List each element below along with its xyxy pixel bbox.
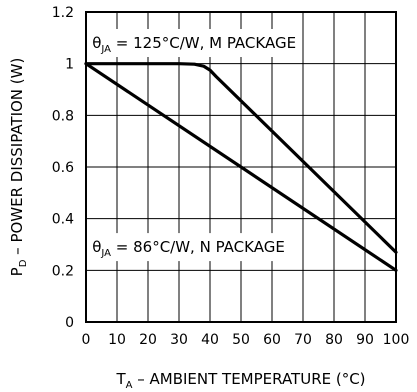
y-axis-label: PD – POWER DISSIPATION (W) (8, 58, 29, 277)
x-tick-label: 90 (356, 332, 374, 348)
annotation-n-text: θJA = 86°C/W, N PACKAGE (92, 238, 285, 259)
y-tick-label: 0 (65, 315, 74, 331)
x-tick-label: 70 (294, 332, 312, 348)
x-axis-label: TA – AMBIENT TEMPERATURE (°C) (115, 370, 365, 391)
series-layer (84, 62, 398, 272)
x-tick-label: 60 (263, 332, 281, 348)
annotation-n-background (87, 233, 290, 262)
x-tick-label: 0 (82, 332, 91, 348)
x-tick-label: 100 (383, 332, 410, 348)
x-tick-label: 80 (325, 332, 343, 348)
y-tick-label: 1 (65, 57, 74, 73)
annotation-n-package: θJA = 86°C/W, N PACKAGE (87, 233, 290, 262)
x-tick-label: 10 (108, 332, 126, 348)
annotation-m-text: θJA = 125°C/W, M PACKAGE (92, 34, 296, 55)
y-tick-label: 1.2 (52, 5, 74, 21)
plot-frame (85, 11, 397, 323)
annotation-m-background (87, 29, 302, 57)
annotation-m-package: θJA = 125°C/W, M PACKAGE (87, 29, 302, 57)
x-tick-label: 30 (170, 332, 188, 348)
y-tick-label: 0.8 (52, 108, 74, 124)
series-line-n-package (84, 62, 398, 272)
x-tick-label: 40 (201, 332, 219, 348)
series-line-m-package (84, 62, 398, 254)
tick-labels: 0 10 20 30 40 50 60 70 80 90 100 0 0.2 0.4 0.6 0.8 1 1.2 (52, 5, 410, 348)
y-tick-label: 0.4 (52, 212, 74, 228)
x-tick-label: 20 (139, 332, 157, 348)
y-tick-label: 0.2 (52, 263, 74, 279)
y-tick-label: 0.6 (52, 160, 74, 176)
x-tick-label: 50 (232, 332, 250, 348)
